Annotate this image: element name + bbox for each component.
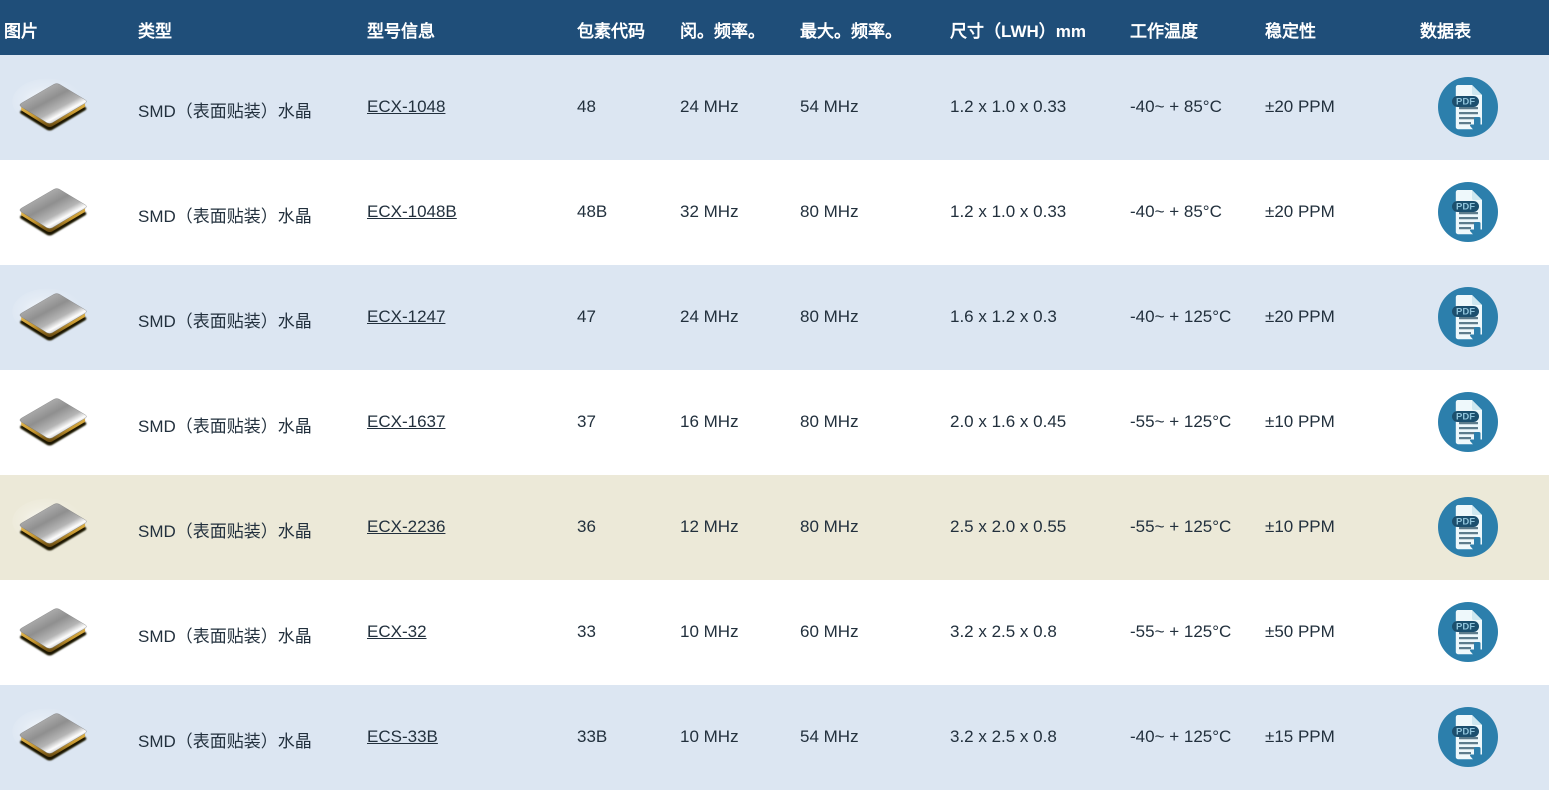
svg-text:PDF: PDF (1456, 517, 1475, 528)
svg-text:PDF: PDF (1456, 727, 1475, 738)
svg-text:PDF: PDF (1456, 412, 1475, 423)
svg-text:PDF: PDF (1456, 97, 1475, 108)
svg-text:PDF: PDF (1456, 622, 1475, 633)
svg-text:PDF: PDF (1456, 202, 1475, 213)
svg-text:PDF: PDF (1456, 307, 1475, 318)
